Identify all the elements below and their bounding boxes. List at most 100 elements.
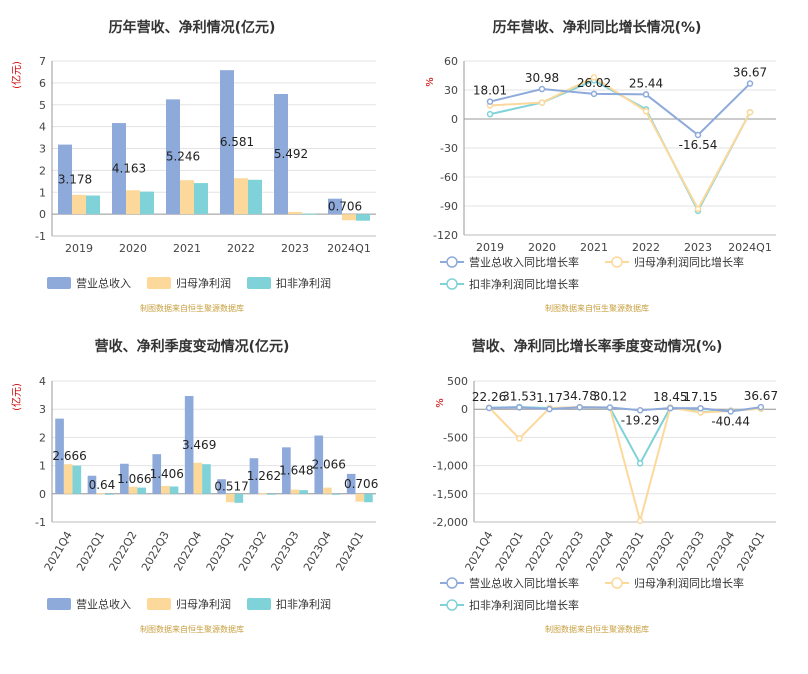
- legend-swatch: [147, 277, 171, 289]
- source-note: 制图数据来自恒生聚源数据库: [545, 303, 649, 313]
- bar-data-label: 2.066: [312, 458, 346, 472]
- legend-swatch-marker: [446, 278, 458, 290]
- x-tick-label: 2023: [684, 241, 712, 254]
- bar-data-label: 5.246: [166, 150, 200, 164]
- series-line-1: [489, 82, 751, 137]
- y-tick-label: -1,500: [433, 488, 468, 501]
- y-tick-label: -1,000: [433, 460, 468, 473]
- bar-3: [169, 486, 179, 494]
- bar-2: [355, 493, 365, 502]
- legend-label: 营业总收入同比增长率: [469, 255, 579, 269]
- bar-3: [140, 191, 154, 215]
- legend-swatch-marker: [611, 577, 623, 589]
- bar-1: [249, 458, 259, 494]
- chart-panel-2: 历年营收、净利同比增长情况(%)% -120 -90 -60 -30 0 30 60 2019 2…: [425, 19, 776, 313]
- bar-3: [72, 465, 82, 494]
- x-tick-label: 2024Q1: [728, 241, 772, 254]
- x-tick-label: 2023Q2: [644, 529, 677, 573]
- y-tick-label: -500: [443, 431, 468, 444]
- line-data-label: 18.45: [653, 390, 687, 404]
- bar-data-label: 0.706: [328, 199, 362, 213]
- bar-3: [86, 195, 100, 215]
- bar-1: [346, 473, 356, 494]
- bar-2: [290, 489, 300, 494]
- y-tick-label: 0: [39, 488, 46, 501]
- bar-3: [234, 493, 244, 503]
- legend-label: 扣非净利润同比增长率: [469, 598, 579, 612]
- chart-title: 营收、净利同比增长率季度变动情况(%): [472, 338, 723, 355]
- series-point: [486, 110, 494, 118]
- bar-1: [152, 454, 162, 494]
- bar-1: [87, 475, 97, 494]
- line-data-label: -19.29: [621, 413, 660, 427]
- series-point: [576, 403, 583, 411]
- bar-3: [202, 464, 211, 494]
- legend-label: 归母净利润同比增长率: [634, 576, 744, 590]
- bar-1: [314, 435, 324, 494]
- bar-2: [128, 486, 138, 494]
- x-tick-label: 2022Q1: [74, 529, 107, 573]
- series-point: [636, 407, 644, 414]
- y-tick-label: 2: [39, 164, 46, 177]
- bar-data-label: 1.066: [117, 472, 151, 486]
- chart-panel-4: 营收、净利同比增长率季度变动情况(%)% -2,000 -1,500 -1,000 -5…: [433, 338, 779, 634]
- bar-data-label: 1.406: [150, 467, 184, 481]
- y-tick-label: 0: [451, 113, 458, 126]
- legend-label: 营业总收入同比增长率: [469, 576, 579, 590]
- legend-swatch-marker: [446, 256, 458, 268]
- y-tick-label: -1: [35, 230, 46, 243]
- bar-2: [225, 493, 235, 503]
- bar-data-label: 1.648: [279, 464, 313, 478]
- bar-1: [166, 99, 180, 215]
- bar-3: [248, 179, 262, 215]
- line-data-label: 18.01: [473, 84, 507, 98]
- y-tick-label: -2,000: [433, 516, 468, 529]
- y-tick-label: -30: [440, 142, 458, 155]
- x-tick-label: 2022Q4: [583, 529, 616, 573]
- legend-swatch: [247, 277, 271, 289]
- x-tick-label: 2023Q1: [614, 529, 647, 573]
- x-tick-label: 2024Q1: [333, 529, 366, 573]
- y-tick-label: 0: [39, 208, 46, 221]
- bar-3: [137, 487, 146, 494]
- legend-swatch-marker: [446, 599, 458, 611]
- bar-1: [282, 447, 291, 494]
- x-tick-label: 2022Q2: [107, 529, 140, 573]
- x-tick-label: 2024Q1: [327, 242, 371, 255]
- series-point: [727, 408, 734, 415]
- y-tick-label: -120: [433, 229, 458, 242]
- bar-3: [331, 493, 341, 495]
- bar-1: [55, 418, 64, 494]
- source-note: 制图数据来自恒生聚源数据库: [140, 303, 244, 313]
- legend-label: 营业总收入: [76, 276, 131, 290]
- chart-title: 历年营收、净利同比增长情况(%): [493, 19, 702, 36]
- bar-2: [342, 214, 356, 221]
- x-tick-label: 2022: [227, 242, 255, 255]
- series-point: [694, 205, 702, 213]
- bar-3: [104, 493, 114, 495]
- legend-label: 归母净利润: [176, 597, 231, 611]
- bar-2: [288, 211, 302, 215]
- y-tick-label: 5: [39, 99, 46, 112]
- x-tick-label: 2020: [119, 242, 147, 255]
- legend-label: 营业总收入: [76, 597, 131, 611]
- series-point: [636, 517, 644, 525]
- bar-2: [72, 194, 86, 215]
- line-data-label: -40.44: [711, 414, 750, 428]
- x-tick-label: 2023Q1: [204, 529, 237, 573]
- legend: 营业总收入 归母净利润 扣非净利润: [47, 597, 331, 611]
- legend-swatch-marker: [611, 256, 623, 268]
- x-tick-label: 2021Q4: [42, 529, 75, 573]
- bar-2: [193, 462, 203, 494]
- legend: 营业总收入 归母净利润 扣非净利润: [47, 276, 331, 290]
- x-tick-label: 2023Q3: [269, 529, 302, 573]
- bar-1: [120, 463, 129, 494]
- bar-data-label: 0.517: [214, 480, 248, 494]
- x-tick-label: 2023Q2: [236, 529, 269, 573]
- series-line-2: [488, 405, 761, 525]
- bar-1: [58, 144, 72, 215]
- legend-swatch: [47, 277, 71, 289]
- series-point: [636, 460, 644, 467]
